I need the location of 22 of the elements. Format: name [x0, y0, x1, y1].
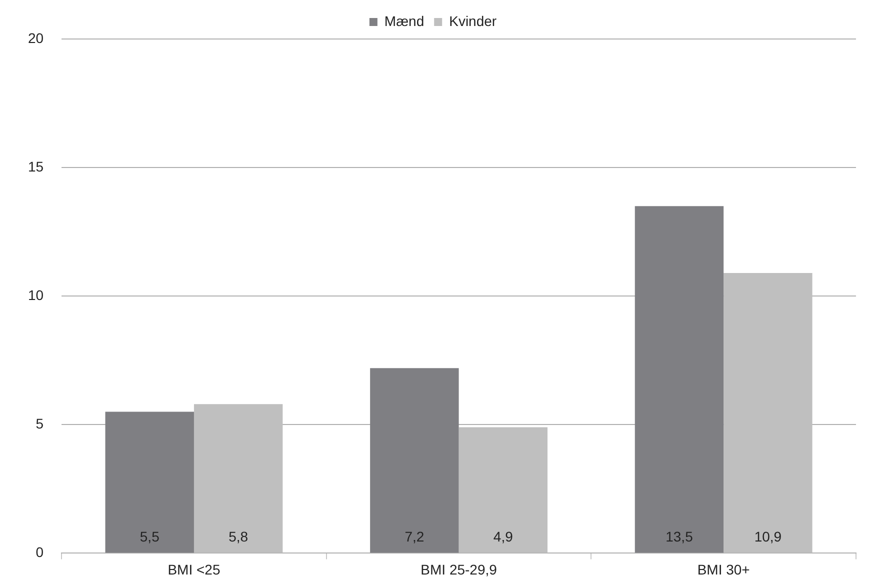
- y-tick-label: 15: [28, 158, 44, 174]
- data-label: 5,8: [228, 528, 248, 545]
- data-label: 5,5: [140, 528, 160, 545]
- bar: [105, 412, 194, 553]
- legend-label: Kvinder: [449, 12, 497, 29]
- bar: [724, 272, 812, 553]
- x-tick-label: BMI <25: [168, 561, 220, 578]
- y-tick-label: 0: [36, 544, 44, 560]
- x-tick-label: BMI 30+: [697, 561, 750, 578]
- data-label: 7,2: [404, 528, 424, 545]
- bar: [194, 404, 283, 553]
- data-label: 10,9: [754, 528, 782, 545]
- y-tick-label: 5: [36, 416, 44, 432]
- bar: [634, 206, 724, 553]
- data-label: 13,5: [666, 528, 694, 545]
- y-tick-label: 20: [28, 30, 44, 46]
- bar: [458, 427, 548, 553]
- x-tick-label: BMI 25-29,9: [420, 561, 498, 578]
- data-label: 4,9: [493, 528, 514, 545]
- y-tick-label: 10: [28, 286, 44, 303]
- bar: [370, 368, 459, 553]
- legend-label: Mænd: [384, 12, 424, 29]
